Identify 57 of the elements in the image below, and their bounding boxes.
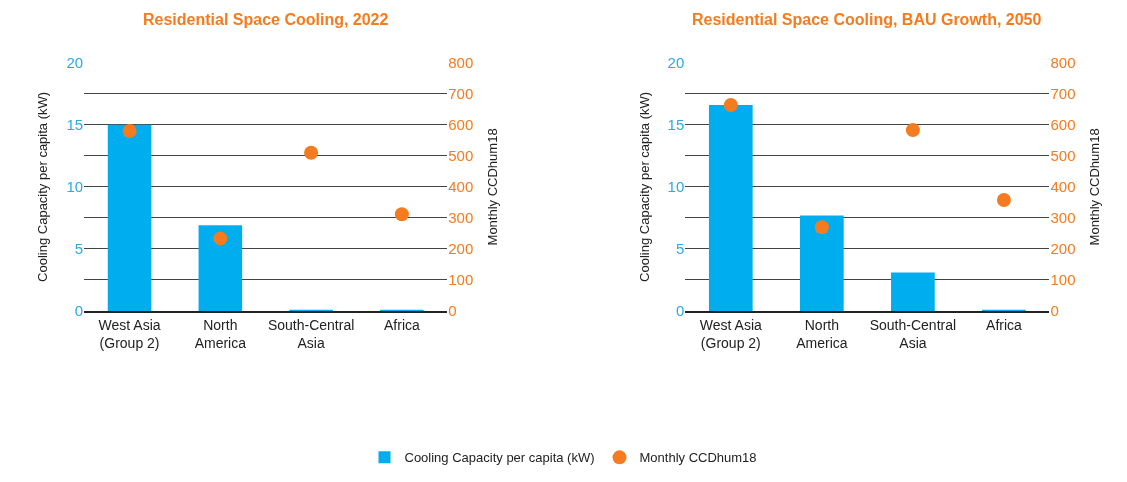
y-tick-label: 5	[675, 240, 685, 258]
x-tick-label: North America	[194, 316, 247, 351]
y-axis-title: Cooling Capacity per capita (kW)	[35, 91, 51, 282]
y-tick-label: 0	[675, 302, 685, 320]
y2-tick-label: 600	[1050, 116, 1076, 134]
y-axis-title: Cooling Capacity per capita (kW)	[636, 91, 652, 282]
point	[996, 192, 1011, 207]
y2-tick-label: 600	[448, 116, 474, 134]
bar	[708, 104, 753, 311]
y2-axis-title: Monthly CCDhum18	[1087, 128, 1103, 246]
y-tick-label: 5	[74, 240, 84, 258]
bar	[198, 225, 243, 311]
point	[723, 97, 738, 112]
y-tick-label: 15	[667, 116, 685, 134]
y2-tick-label: 300	[448, 209, 474, 227]
y-tick-label: 0	[74, 302, 84, 320]
point	[905, 123, 920, 138]
y2-tick-label: 200	[448, 240, 474, 258]
y2-tick-label: 200	[1050, 240, 1076, 258]
y2-tick-label: 800	[448, 54, 474, 72]
x-tick-label: South-Central Asia	[869, 316, 957, 351]
y2-tick-label: 400	[448, 178, 474, 196]
legend-label: Monthly CCDhum18	[639, 450, 757, 466]
chart-title: Residential Space Cooling, BAU Growth, 2050	[692, 11, 1042, 28]
point	[394, 207, 409, 222]
y2-tick-label: 700	[1050, 85, 1076, 103]
x-tick-label: North America	[796, 316, 848, 351]
y2-tick-label: 100	[1050, 271, 1076, 289]
x-tick-label: South-Central Asia	[267, 316, 355, 351]
y-tick-label: 10	[66, 178, 84, 196]
x-tick-label: Africa	[383, 316, 420, 333]
point	[213, 231, 228, 246]
y2-tick-label: 700	[448, 85, 474, 103]
x-tick-label: Africa	[986, 316, 1023, 333]
y2-tick-label: 500	[448, 147, 474, 165]
y-tick-label: 15	[66, 116, 84, 134]
x-tick-label: West Asia (Group 2)	[699, 316, 762, 351]
y2-tick-label: 0	[1050, 302, 1059, 320]
point	[304, 145, 319, 160]
bar	[891, 272, 935, 311]
x-tick-label: West Asia (Group 2)	[98, 316, 161, 351]
y-tick-label: 10	[667, 178, 685, 196]
y2-axis-title: Monthly CCDhum18	[484, 128, 500, 246]
y2-tick-label: 500	[1050, 147, 1076, 165]
y2-tick-label: 100	[448, 271, 474, 289]
point	[814, 220, 829, 235]
chart-title: Residential Space Cooling, 2022	[143, 11, 389, 28]
y2-tick-label: 800	[1050, 54, 1076, 72]
point	[122, 124, 137, 139]
y2-tick-label: 300	[1050, 209, 1076, 227]
bar	[107, 124, 152, 311]
legend-label: Cooling Capacity per capita (kW)	[404, 450, 595, 466]
y-tick-label: 20	[667, 54, 685, 72]
y-tick-label: 20	[66, 54, 84, 72]
bar	[799, 215, 844, 311]
y2-tick-label: 400	[1050, 178, 1076, 196]
y2-tick-label: 0	[448, 302, 457, 320]
